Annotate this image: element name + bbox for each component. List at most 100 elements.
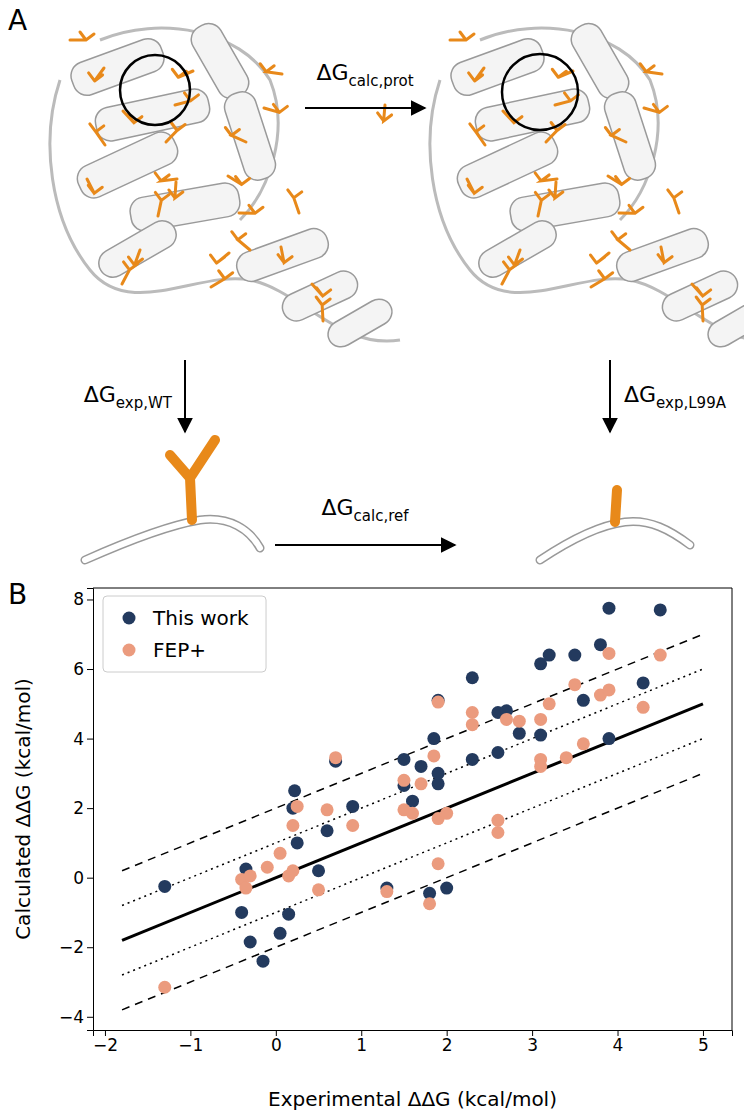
legend-label: FEP+ (153, 638, 206, 662)
cavity-circle (120, 55, 190, 125)
label-main: ΔG (316, 60, 348, 85)
frame-right (732, 588, 733, 1030)
scatter-point (513, 715, 526, 728)
scatter-point (560, 751, 573, 764)
helix (186, 18, 254, 103)
side-chain (228, 176, 250, 184)
scatter-point (257, 955, 270, 968)
side-chain (239, 205, 263, 213)
arrow (184, 360, 186, 432)
x-tick-label: 1 (356, 1035, 367, 1055)
side-chain (658, 247, 672, 263)
scatter-point (312, 883, 325, 896)
cavity-circle (502, 54, 578, 130)
side-chain (90, 124, 105, 145)
scatter-point (466, 718, 479, 731)
scatter-point (654, 649, 667, 662)
frame-top (93, 588, 732, 589)
x-tick-label: −1 (178, 1035, 203, 1055)
backbone (85, 519, 260, 560)
scatter-point (321, 803, 334, 816)
side-chain (211, 271, 233, 287)
scatter-point (244, 869, 257, 882)
reference-line (122, 704, 703, 940)
y-tick-label: −4 (59, 1007, 84, 1027)
y-tick (87, 599, 93, 600)
x-tick-group: 1 (356, 1030, 367, 1055)
scatter-point (500, 713, 513, 726)
scatter-point (577, 694, 590, 707)
scatter-point (406, 807, 419, 820)
protein (50, 18, 400, 351)
x-tick-group: 5 (698, 1030, 709, 1055)
legend-marker (123, 644, 136, 657)
panel-letter: A (8, 4, 27, 37)
scatter-point (380, 885, 393, 898)
y-tick-group: 4 (73, 729, 93, 749)
label-sub: calc,prot (349, 72, 414, 90)
y-tick (87, 878, 93, 879)
x-axis: −2−1012345 (93, 1030, 733, 1055)
y-tick (87, 947, 93, 948)
side-chain (549, 182, 563, 198)
x-tick-label: 4 (613, 1035, 624, 1055)
side-chain (264, 104, 287, 112)
protein (430, 18, 744, 351)
scatter-point (427, 732, 440, 745)
side-chain (89, 68, 104, 81)
scatter-point (534, 713, 547, 726)
scatter-point (312, 864, 325, 877)
y-tick-label: 6 (73, 659, 84, 679)
label-sub: exp,WT (116, 394, 173, 412)
protein-loop (430, 80, 744, 341)
legend-marker (123, 612, 136, 625)
reference-line (122, 669, 703, 905)
helix (221, 88, 279, 183)
side-chain (555, 93, 578, 105)
scatter-point (602, 683, 615, 696)
side-chain (608, 176, 630, 184)
x-tick-label: 2 (442, 1035, 453, 1055)
side-chain (87, 179, 102, 193)
leucine (170, 440, 215, 520)
side-chain (278, 247, 292, 263)
side-chain (316, 297, 330, 321)
arrow-label: ΔGcalc,ref (321, 495, 409, 525)
scatter-point (637, 676, 650, 689)
scatter-point (602, 647, 615, 660)
x-tick-group: −2 (93, 1030, 118, 1055)
scatter-point (427, 749, 440, 762)
y-tick (87, 669, 93, 670)
y-tick-label: −2 (59, 937, 84, 957)
scatter-point (637, 701, 650, 714)
x-tick-group: 0 (271, 1030, 282, 1055)
helix (703, 294, 744, 352)
side-chain (260, 64, 282, 74)
arrow (275, 544, 455, 546)
helix (233, 225, 333, 286)
scatter-point (577, 737, 590, 750)
helix (323, 294, 397, 352)
legend-label: This work (152, 606, 249, 630)
side-chain (225, 127, 246, 142)
side-chain (535, 192, 549, 216)
label-sub: calc,ref (354, 507, 410, 525)
side-chain (591, 253, 609, 263)
arrow-label: ΔGcalc,prot (316, 60, 413, 90)
scatter-point (432, 696, 445, 709)
label-main: ΔG (624, 382, 656, 407)
side-chain (612, 232, 630, 250)
scatter-point (440, 882, 453, 895)
y-tick-label: 2 (73, 798, 84, 818)
y-tick-label: 8 (73, 589, 84, 609)
y-tick-group: 6 (73, 659, 93, 679)
side-chain (166, 122, 185, 142)
y-axis: −4−202468 (59, 589, 94, 1031)
side-chain (155, 192, 169, 216)
legend-box (103, 596, 266, 672)
scatter-point (568, 678, 581, 691)
side-chain (591, 271, 613, 287)
scatter-point (415, 760, 428, 773)
helix (601, 88, 659, 183)
scatter-point (602, 732, 615, 745)
